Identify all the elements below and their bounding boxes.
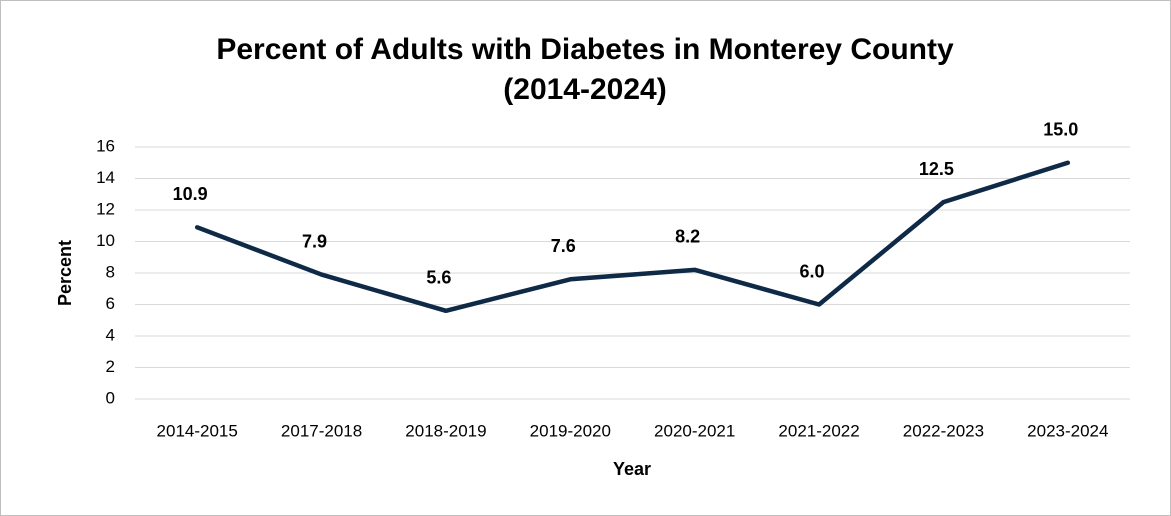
data-label: 6.0	[800, 261, 825, 281]
x-tick-label: 2021-2022	[778, 421, 859, 440]
x-tick-label: 2019-2020	[530, 421, 611, 440]
y-tick-label: 8	[106, 262, 115, 281]
y-tick-label: 2	[106, 357, 115, 376]
y-tick-label: 6	[106, 294, 115, 313]
data-label: 12.5	[919, 159, 954, 179]
data-label: 15.0	[1043, 120, 1078, 140]
chart-title: Percent of Adults with Diabetes in Monte…	[216, 33, 954, 106]
y-axis-title: Percent	[55, 240, 75, 306]
x-tick-label: 2014-2015	[157, 421, 238, 440]
y-tick-label: 16	[96, 136, 115, 155]
y-tick-label: 4	[106, 325, 115, 344]
data-label: 5.6	[426, 268, 451, 288]
data-line	[194, 160, 1071, 314]
data-label: 10.9	[173, 184, 208, 204]
data-label: 8.2	[675, 227, 700, 247]
y-tick-label: 10	[96, 231, 115, 250]
x-tick-label: 2017-2018	[281, 421, 362, 440]
y-tick-label: 0	[106, 388, 115, 407]
x-axis-title: Year	[613, 459, 651, 479]
x-tick-label: 2023-2024	[1027, 421, 1108, 440]
y-tick-label: 14	[96, 168, 115, 187]
x-tick-label: 2022-2023	[903, 421, 984, 440]
x-tick-label: 2020-2021	[654, 421, 735, 440]
x-tick-label: 2018-2019	[405, 421, 486, 440]
y-tick-label: 12	[96, 199, 115, 218]
data-label: 7.6	[551, 236, 576, 256]
data-label: 7.9	[302, 231, 327, 251]
